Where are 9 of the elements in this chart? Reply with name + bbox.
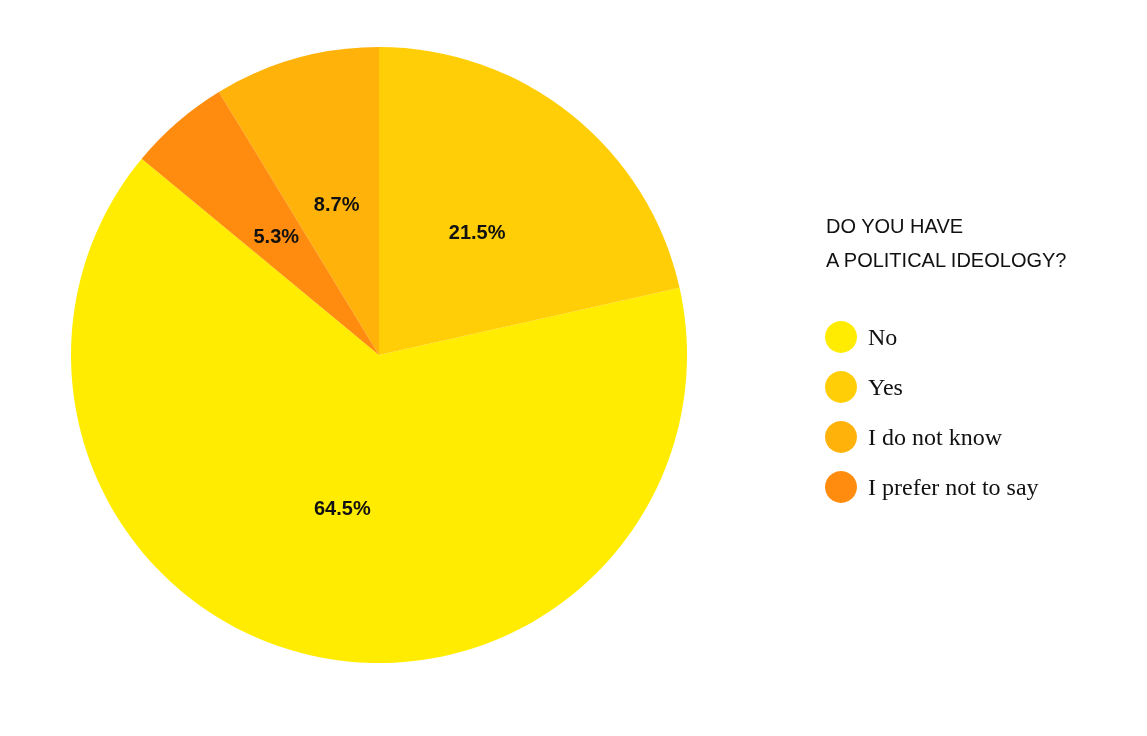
- legend-label: I prefer not to say: [868, 474, 1039, 500]
- legend-title: DO YOU HAVE A POLITICAL IDEOLOGY?: [826, 215, 1067, 271]
- legend-label: Yes: [868, 374, 903, 400]
- legend-label: I do not know: [868, 424, 1003, 450]
- data-label: 5.3%: [253, 225, 300, 248]
- data-label: 21.5%: [448, 221, 506, 244]
- data-label: 8.7%: [313, 192, 360, 215]
- legend-label: No: [868, 324, 898, 350]
- data-label: 64.5%: [313, 496, 371, 519]
